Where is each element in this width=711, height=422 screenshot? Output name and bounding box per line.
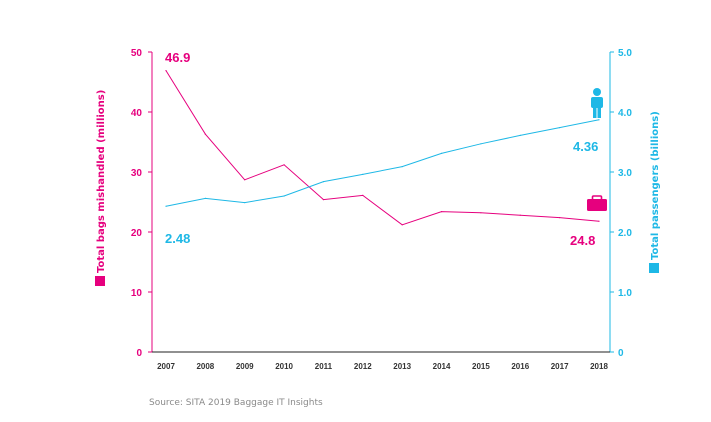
left-tick-label: 40: [131, 108, 143, 119]
passengers-point: [559, 127, 561, 129]
x-tick-label: 2018: [590, 362, 608, 371]
bags-point: [322, 199, 325, 201]
bags-point: [440, 211, 443, 213]
passengers-point: [165, 205, 167, 207]
passengers-point: [244, 202, 246, 204]
right-tick-label: 5.0: [618, 48, 632, 59]
passengers-line: [165, 119, 600, 207]
bags-end-label: 24.8: [570, 233, 595, 248]
bags-point: [519, 214, 521, 216]
right-axis: 0 1.0 2.0 3.0 4.0 5.0: [609, 48, 632, 359]
passengers-point: [322, 181, 325, 183]
left-legend-swatch: [95, 276, 105, 286]
x-tick-label: 2011: [315, 362, 333, 371]
bags-start-label: 46.9: [165, 50, 190, 65]
right-axis-label: Total passengers (billions): [650, 111, 661, 260]
passengers-point: [204, 197, 206, 199]
right-tick-label: 0: [618, 348, 624, 359]
left-tick-label: 20: [131, 228, 143, 239]
bags-point: [401, 224, 403, 226]
passengers-end-label: 4.36: [573, 139, 598, 154]
passengers-point: [440, 152, 443, 154]
passengers-point: [401, 166, 403, 168]
person-icon: [591, 88, 603, 118]
x-tick-label: 2015: [472, 362, 490, 371]
left-tick-label: 10: [131, 288, 143, 299]
bags-point: [362, 194, 364, 196]
x-tick-label: 2017: [551, 362, 569, 371]
left-tick-label: 50: [131, 48, 143, 59]
passengers-point: [283, 195, 285, 197]
bags-point: [204, 133, 206, 135]
left-tick-label: 30: [131, 168, 143, 179]
bags-point: [244, 179, 246, 181]
x-tick-label: 2009: [236, 362, 254, 371]
right-tick-label: 1.0: [618, 288, 632, 299]
right-legend-swatch: [649, 263, 659, 273]
x-tick-label: 2010: [275, 362, 293, 371]
passengers-point: [362, 173, 364, 175]
source-note: Source: SITA 2019 Baggage IT Insights: [149, 398, 323, 408]
bags-point: [480, 212, 482, 214]
x-tick-label: 2008: [196, 362, 214, 371]
right-tick-label: 4.0: [618, 108, 632, 119]
x-tick-label: 2013: [393, 362, 411, 371]
bags-point: [283, 164, 285, 166]
right-tick-label: 3.0: [618, 168, 632, 179]
x-axis: 2007 2008 2009 2010 2011 2012 2013 2014 2015 2016…: [152, 351, 610, 371]
x-tick-label: 2007: [157, 362, 175, 371]
bags-point: [598, 220, 600, 222]
passengers-point: [519, 134, 521, 136]
x-tick-label: 2016: [511, 362, 529, 371]
left-tick-label: 0: [136, 348, 142, 359]
right-axis-title: Total passengers (billions): [649, 111, 661, 273]
passengers-point: [480, 143, 482, 145]
x-tick-label: 2014: [433, 362, 451, 371]
left-axis: 0 10 20 30 40 50: [131, 48, 153, 359]
x-tick-label: 2012: [354, 362, 372, 371]
left-axis-label: Total bags mishandled (millions): [96, 90, 107, 273]
bags-point: [165, 70, 167, 72]
right-tick-label: 2.0: [618, 228, 632, 239]
passengers-start-label: 2.48: [165, 231, 190, 246]
suitcase-icon: [587, 195, 607, 211]
bags-mishandled-line: [165, 70, 600, 226]
bags-point: [559, 217, 561, 219]
left-axis-title: Total bags mishandled (millions): [95, 90, 107, 286]
passengers-point: [598, 119, 600, 121]
